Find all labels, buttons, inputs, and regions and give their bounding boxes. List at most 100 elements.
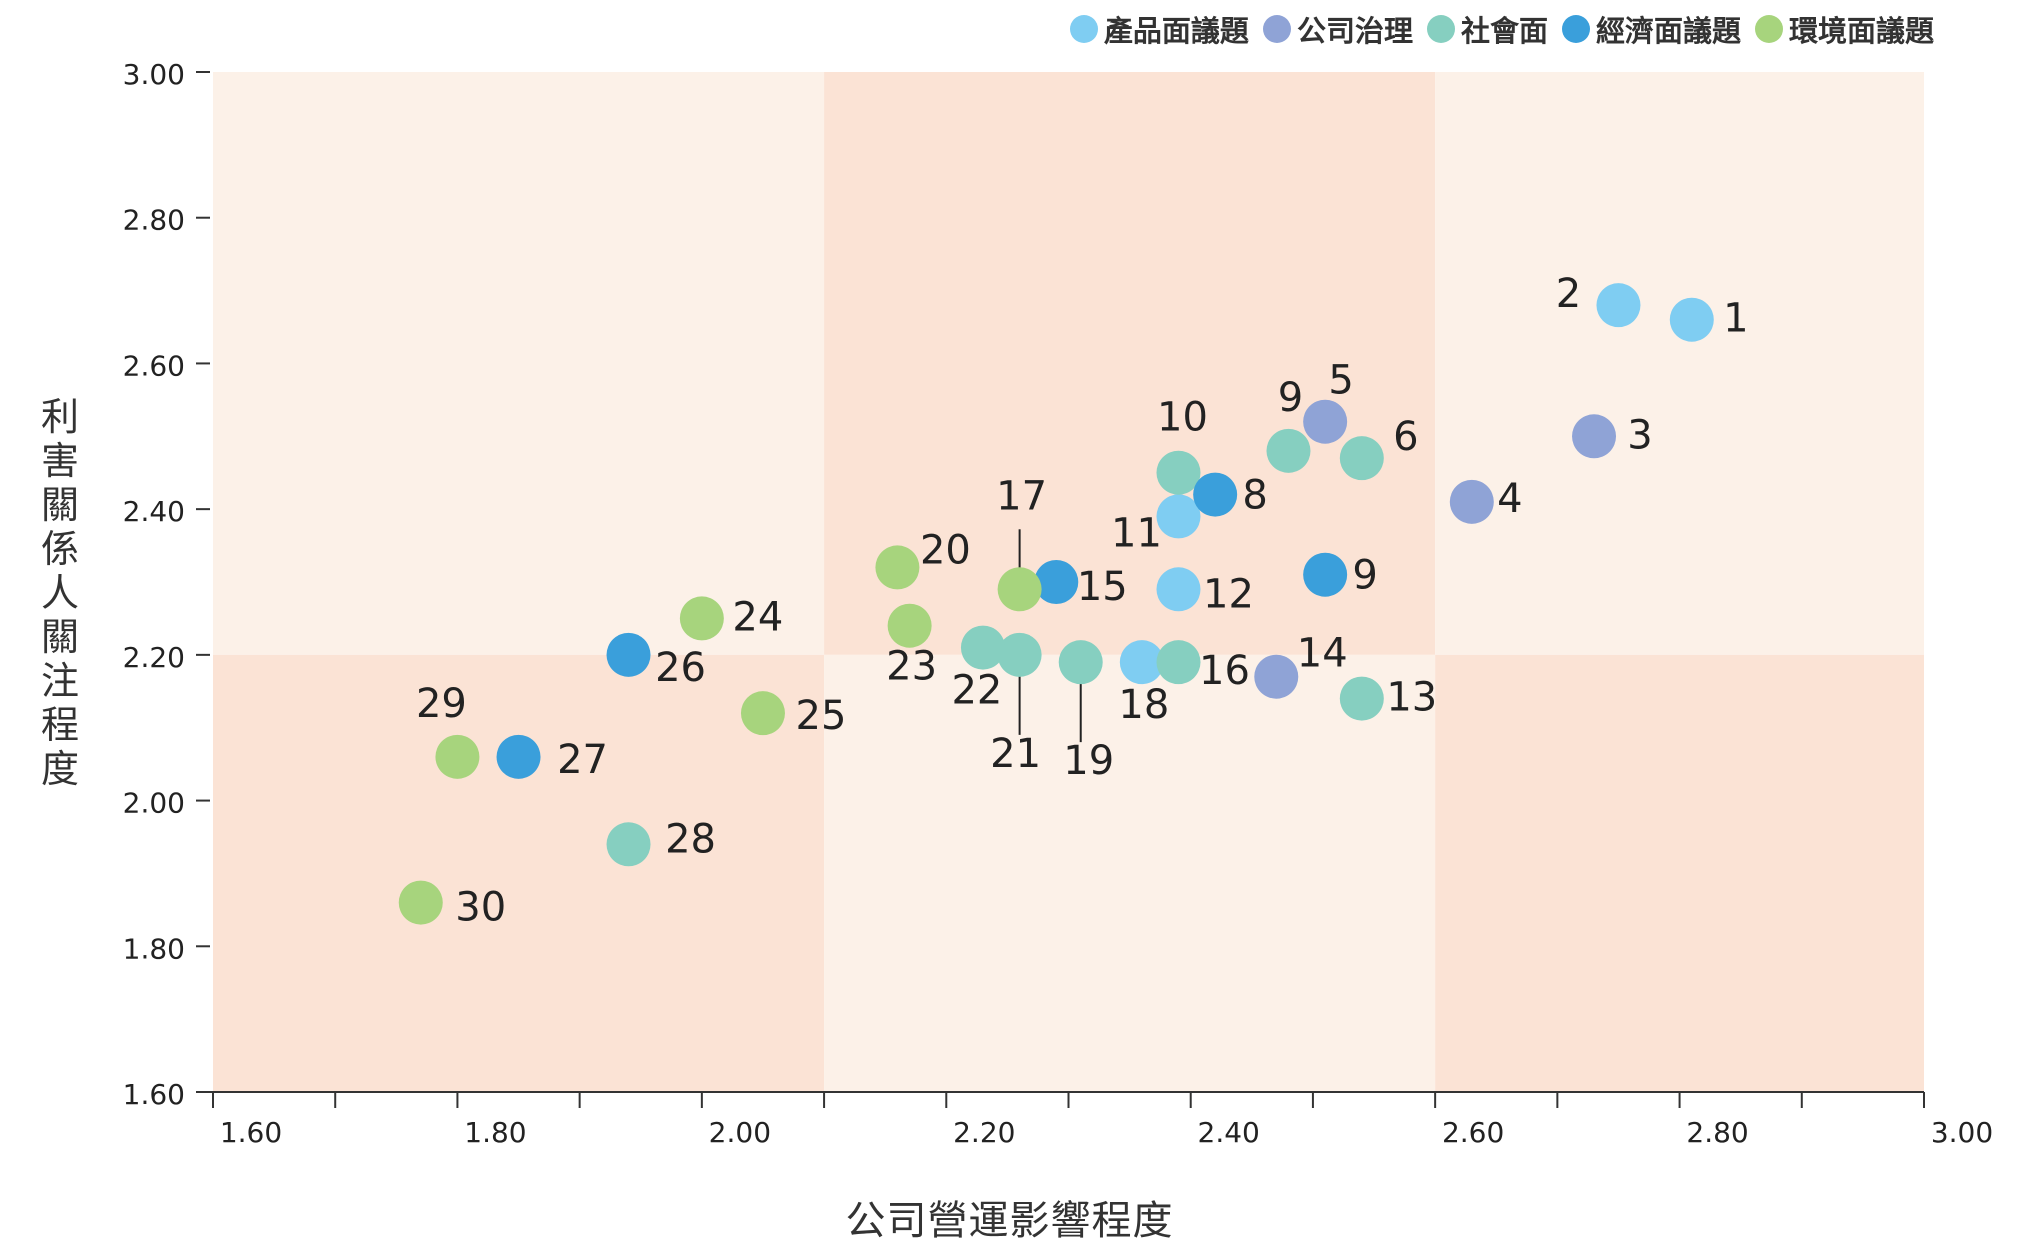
legend-label-economic: 經濟面議題 bbox=[1595, 14, 1741, 48]
x-axis-title: 公司營運影響程度 bbox=[845, 1198, 1174, 1244]
quadrant-1-0 bbox=[213, 654, 825, 1092]
point-label-22: 22 bbox=[951, 668, 1002, 714]
x-tick-label: 2.60 bbox=[1442, 1116, 1504, 1149]
legend-item-social: 社會面 bbox=[1426, 8, 1548, 50]
data-point-8 bbox=[1193, 472, 1238, 517]
point-label-26: 26 bbox=[655, 645, 706, 691]
point-label-9: 9 bbox=[1278, 375, 1303, 421]
legend-swatch-environment bbox=[1754, 15, 1783, 43]
point-label-18: 18 bbox=[1118, 682, 1169, 728]
point-label-28: 28 bbox=[665, 816, 716, 862]
y-axis-title-char: 程 bbox=[40, 703, 79, 747]
data-point-30 bbox=[398, 880, 443, 925]
y-axis-title-char: 利 bbox=[40, 395, 79, 439]
data-point-14 bbox=[1254, 654, 1299, 699]
data-point-18 bbox=[1119, 640, 1164, 685]
x-tick-label: 2.00 bbox=[709, 1116, 771, 1149]
data-point-22 bbox=[960, 625, 1005, 670]
axes: 1.60 1.80 2.00 2.20 2.40 2.60 2.80 3.00 1.60 1.80… bbox=[123, 58, 1994, 1149]
y-tick-label: 2.00 bbox=[123, 787, 185, 820]
data-point-24 bbox=[679, 596, 724, 641]
y-tick-label: 2.20 bbox=[123, 641, 185, 674]
legend-label-environment: 環境面議題 bbox=[1788, 14, 1934, 48]
data-point-10 bbox=[1156, 450, 1201, 495]
data-point-23 bbox=[887, 603, 932, 648]
point-label-11: 11 bbox=[1111, 510, 1162, 556]
quadrant-1-2 bbox=[1435, 654, 1924, 1092]
point-label-6: 6 bbox=[1393, 414, 1418, 460]
data-point-6 bbox=[1339, 436, 1384, 481]
point-label-4: 4 bbox=[1497, 476, 1522, 522]
data-point-2 bbox=[1596, 283, 1641, 328]
data-point-28 bbox=[606, 822, 651, 867]
data-point-27 bbox=[496, 734, 541, 779]
point-label-24: 24 bbox=[732, 594, 783, 640]
y-axis-title: 利害關係人關注程度 bbox=[36, 395, 84, 791]
data-point-3 bbox=[1572, 414, 1617, 459]
y-tick-label: 2.40 bbox=[123, 495, 185, 528]
y-tick-label: 2.80 bbox=[123, 204, 185, 237]
point-label-21: 21 bbox=[990, 731, 1041, 777]
quadrant-1-1 bbox=[824, 654, 1436, 1092]
point-label-25: 25 bbox=[796, 693, 847, 739]
point-label-14: 14 bbox=[1297, 631, 1348, 677]
point-label-27: 27 bbox=[557, 737, 608, 783]
data-point-29 bbox=[435, 734, 480, 779]
y-tick-label: 1.80 bbox=[123, 932, 185, 965]
x-tick-label: 2.40 bbox=[1198, 1116, 1260, 1149]
data-point-11 bbox=[1156, 494, 1201, 539]
point-label-9: 9 bbox=[1352, 553, 1377, 599]
x-tick-label: 3.00 bbox=[1931, 1116, 1993, 1149]
legend: 產品面議題 公司治理 社會面 經濟面議題 環境面議題 bbox=[1056, 8, 1934, 50]
y-tick-label: 3.00 bbox=[123, 58, 185, 91]
data-point-16 bbox=[1156, 640, 1201, 685]
legend-label-product: 產品面議題 bbox=[1103, 14, 1249, 48]
data-point-21 bbox=[997, 632, 1042, 677]
x-tick-label: 2.20 bbox=[953, 1116, 1015, 1149]
x-tick-label: 1.80 bbox=[464, 1116, 526, 1149]
x-tick-label: 1.60 bbox=[220, 1116, 282, 1149]
legend-swatch-social bbox=[1426, 15, 1455, 43]
y-axis-title-char: 害 bbox=[40, 439, 79, 483]
point-label-10: 10 bbox=[1157, 395, 1208, 441]
point-label-17: 17 bbox=[996, 473, 1047, 519]
y-tick-label: 1.60 bbox=[123, 1078, 185, 1111]
data-point-19 bbox=[1058, 640, 1103, 685]
data-point-20 bbox=[875, 545, 920, 590]
y-tick-label: 2.60 bbox=[123, 349, 185, 382]
point-label-12: 12 bbox=[1203, 571, 1254, 617]
data-point-17 bbox=[997, 567, 1042, 612]
data-point-9 bbox=[1303, 552, 1348, 597]
y-axis-title-char: 關 bbox=[40, 483, 79, 527]
data-point-12 bbox=[1156, 567, 1201, 612]
quadrant-backgrounds bbox=[213, 72, 1924, 1092]
quadrant-0-0 bbox=[213, 72, 825, 655]
data-points bbox=[398, 283, 1714, 925]
point-label-5: 5 bbox=[1328, 358, 1353, 404]
legend-label-social: 社會面 bbox=[1460, 14, 1548, 48]
legend-item-environment: 環境面議題 bbox=[1754, 8, 1934, 50]
legend-item-economic: 經濟面議題 bbox=[1561, 8, 1741, 50]
data-point-5 bbox=[1303, 399, 1348, 444]
legend-swatch-product bbox=[1069, 15, 1098, 43]
point-label-2: 2 bbox=[1556, 271, 1581, 317]
y-axis-title-char: 係 bbox=[40, 527, 79, 571]
point-label-30: 30 bbox=[455, 885, 506, 931]
point-label-16: 16 bbox=[1199, 648, 1250, 694]
point-labels: 1211121834514691013161921222889152627172… bbox=[416, 271, 1749, 930]
y-axis-title-char: 人 bbox=[40, 571, 79, 615]
quadrant-0-2 bbox=[1435, 72, 1924, 655]
x-tick-label: 2.80 bbox=[1686, 1116, 1748, 1149]
y-axis-title-char: 度 bbox=[40, 747, 79, 791]
data-point-13 bbox=[1339, 676, 1384, 721]
data-point-4 bbox=[1449, 479, 1494, 524]
data-point-1 bbox=[1669, 297, 1714, 342]
legend-swatch-economic bbox=[1561, 15, 1590, 43]
point-label-20: 20 bbox=[920, 527, 971, 573]
point-label-19: 19 bbox=[1063, 738, 1114, 784]
y-axis-title-char: 關 bbox=[40, 615, 79, 659]
data-point-26 bbox=[606, 632, 651, 677]
point-label-13: 13 bbox=[1386, 675, 1437, 721]
